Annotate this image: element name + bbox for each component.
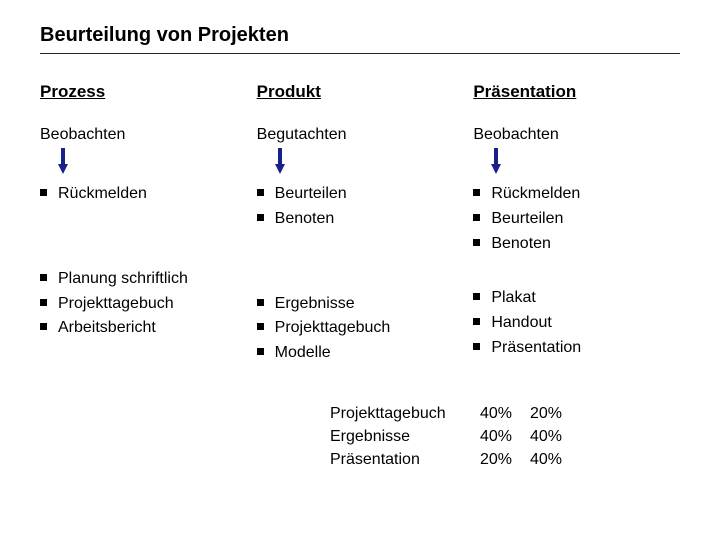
weight-label: Ergebnisse	[330, 425, 480, 448]
weight-label: Projekttagebuch	[330, 402, 480, 425]
arrow-down-icon	[40, 148, 247, 182]
weight-col-a: 40%	[480, 425, 530, 448]
list-actions: Beurteilen Benoten	[257, 182, 464, 232]
title-rule	[40, 53, 680, 54]
weight-col-a: 40%	[480, 402, 530, 425]
list-item: Beurteilen	[473, 207, 680, 232]
list-actions: Rückmelden	[40, 182, 247, 207]
weight-col-b: 20%	[530, 402, 580, 425]
table-row: Präsentation 20% 40%	[330, 448, 680, 471]
table-row: Ergebnisse 40% 40%	[330, 425, 680, 448]
column-subhead: Beobachten	[473, 126, 680, 144]
list-item: Planung schriftlich	[40, 267, 247, 292]
weights-table: Projekttagebuch 40% 20% Ergebnisse 40% 4…	[330, 402, 680, 472]
list-item: Plakat	[473, 286, 680, 311]
column-produkt: Produkt Begutachten Beurteilen Benoten E…	[257, 82, 464, 396]
column-prozess: Prozess Beobachten Rückmelden Planung sc…	[40, 82, 247, 396]
list-item: Beurteilen	[257, 182, 464, 207]
table-row: Projekttagebuch 40% 20%	[330, 402, 680, 425]
column-header: Produkt	[257, 82, 464, 102]
weight-col-a: 20%	[480, 448, 530, 471]
list-item: Rückmelden	[40, 182, 247, 207]
arrow-down-icon	[257, 148, 464, 182]
columns: Prozess Beobachten Rückmelden Planung sc…	[40, 82, 680, 396]
column-subhead: Beobachten	[40, 126, 247, 144]
column-subhead: Begutachten	[257, 126, 464, 144]
weight-col-b: 40%	[530, 448, 580, 471]
weight-label: Präsentation	[330, 448, 480, 471]
list-item: Präsentation	[473, 336, 680, 361]
column-praesentation: Präsentation Beobachten Rückmelden Beurt…	[473, 82, 680, 396]
list-artifacts: Ergebnisse Projekttagebuch Modelle	[257, 292, 464, 366]
list-item: Handout	[473, 311, 680, 336]
list-item: Benoten	[473, 232, 680, 257]
list-item: Benoten	[257, 207, 464, 232]
page-title: Beurteilung von Projekten	[40, 24, 680, 51]
list-item: Arbeitsbericht	[40, 316, 247, 341]
list-artifacts: Plakat Handout Präsentation	[473, 286, 680, 360]
column-header: Präsentation	[473, 82, 680, 102]
list-actions: Rückmelden Beurteilen Benoten	[473, 182, 680, 256]
column-header: Prozess	[40, 82, 247, 102]
list-item: Rückmelden	[473, 182, 680, 207]
list-item: Projekttagebuch	[257, 316, 464, 341]
slide: Beurteilung von Projekten Prozess Beobac…	[0, 0, 720, 492]
list-item: Modelle	[257, 341, 464, 366]
weight-col-b: 40%	[530, 425, 580, 448]
arrow-down-icon	[473, 148, 680, 182]
list-artifacts: Planung schriftlich Projekttagebuch Arbe…	[40, 267, 247, 341]
list-item: Ergebnisse	[257, 292, 464, 317]
list-item: Projekttagebuch	[40, 292, 247, 317]
